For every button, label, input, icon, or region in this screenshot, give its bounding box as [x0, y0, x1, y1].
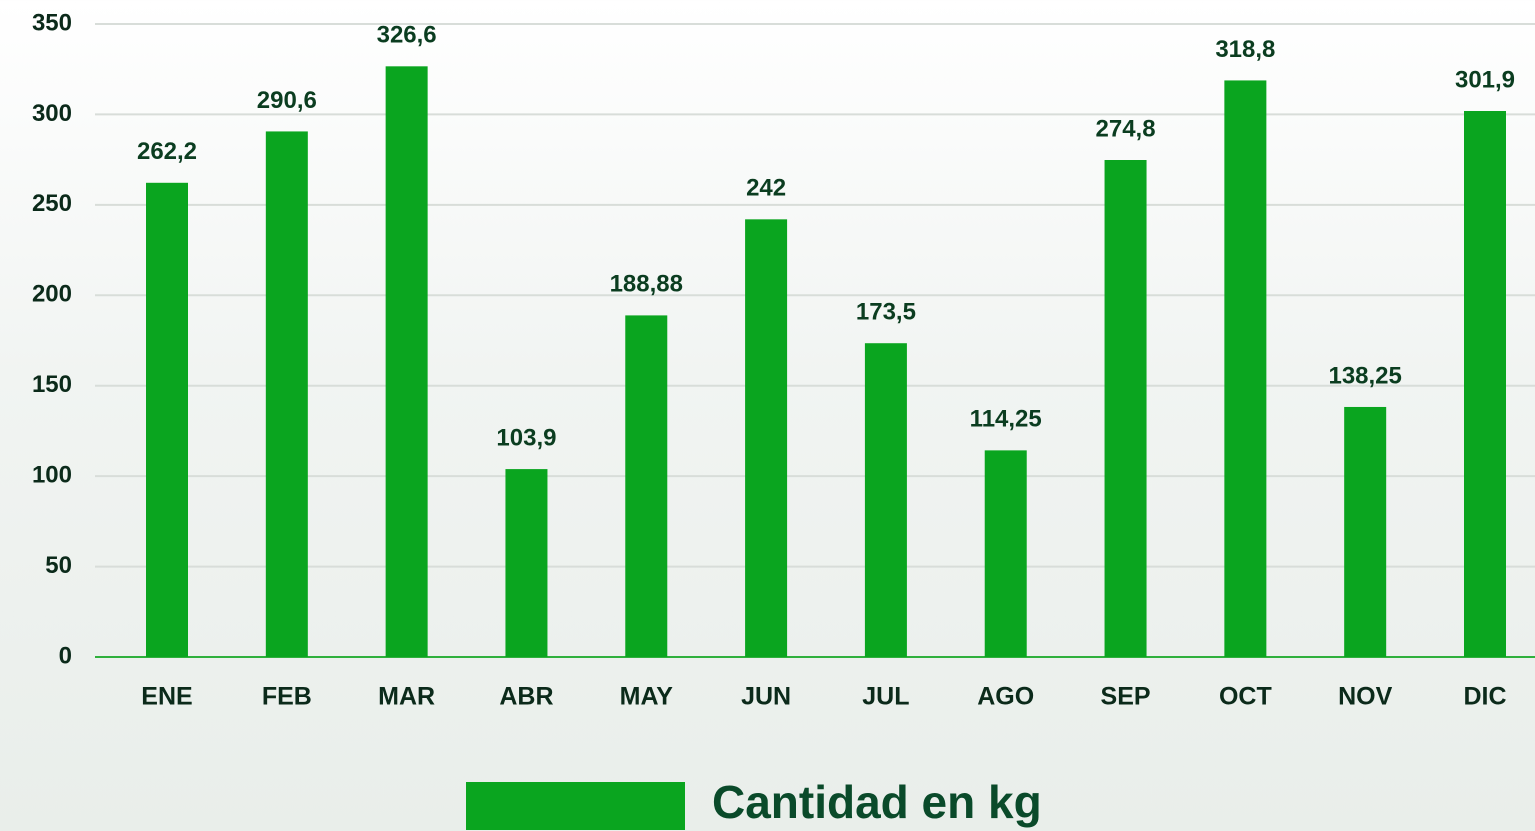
x-tick-label: ABR	[499, 683, 553, 711]
x-tick-label: SEP	[1101, 683, 1151, 711]
bar	[864, 343, 907, 657]
bar	[1464, 110, 1506, 657]
y-tick-label: 0	[59, 642, 72, 669]
y-tick-label: 250	[32, 190, 72, 217]
y-tick-label: 200	[32, 281, 72, 308]
bar	[505, 469, 548, 657]
value-label: 114,25	[970, 406, 1042, 433]
value-label: 103,9	[496, 424, 556, 451]
bar	[385, 66, 428, 658]
bar	[625, 315, 668, 657]
value-label: 242	[746, 175, 786, 202]
y-tick-label: 350	[32, 9, 72, 36]
x-tick-label: OCT	[1219, 683, 1272, 711]
value-label: 173,5	[856, 299, 916, 326]
value-label: 138,25	[1328, 362, 1401, 389]
x-tick-label: JUN	[741, 683, 791, 711]
bar	[146, 182, 188, 657]
x-tick-label: ENE	[141, 683, 192, 711]
x-tick-label: AGO	[977, 683, 1034, 711]
value-label: 262,2	[137, 138, 197, 165]
y-tick-label: 50	[45, 552, 72, 579]
bar	[1104, 160, 1147, 657]
bar	[265, 131, 308, 657]
x-tick-label: JUL	[862, 683, 909, 711]
y-tick-label: 300	[32, 100, 72, 127]
x-tick-label: DIC	[1463, 683, 1506, 711]
value-label: 301,9	[1455, 66, 1515, 93]
legend-label: Cantidad en kg	[712, 776, 1042, 828]
bar	[984, 450, 1027, 657]
value-label: 274,8	[1096, 115, 1156, 142]
x-tick-label: MAR	[378, 683, 435, 711]
y-tick-label: 150	[32, 371, 72, 398]
bar	[1344, 406, 1387, 657]
value-label: 326,6	[377, 22, 437, 49]
x-tick-label: FEB	[262, 683, 312, 711]
value-label: 290,6	[257, 87, 317, 114]
legend-swatch	[466, 782, 685, 830]
x-tick-label: NOV	[1338, 683, 1393, 711]
bar	[1224, 80, 1267, 657]
x-tick-label: MAY	[620, 683, 674, 711]
value-label: 318,8	[1215, 36, 1275, 63]
bar	[745, 219, 788, 657]
y-tick-label: 100	[32, 461, 72, 488]
value-label: 188,88	[610, 271, 683, 298]
